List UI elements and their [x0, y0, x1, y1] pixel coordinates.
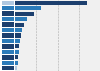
Bar	[15, 17, 27, 21]
Bar	[15, 66, 17, 70]
Bar	[15, 55, 18, 59]
Bar	[2, 12, 14, 16]
Bar	[15, 12, 34, 16]
Bar	[2, 17, 14, 21]
Bar	[2, 66, 14, 70]
Bar	[15, 33, 21, 38]
Bar	[2, 50, 14, 54]
Bar	[2, 28, 14, 32]
Bar	[15, 1, 87, 5]
Bar	[2, 39, 14, 43]
Bar	[2, 55, 14, 59]
Bar	[2, 22, 14, 27]
Bar	[2, 33, 14, 38]
Bar	[15, 50, 19, 54]
Bar	[2, 61, 14, 65]
Bar	[2, 1, 14, 5]
Bar	[15, 28, 22, 32]
Bar	[2, 44, 14, 49]
Bar	[15, 61, 18, 65]
Bar	[15, 39, 20, 43]
Bar	[2, 6, 14, 10]
Bar	[15, 6, 40, 10]
Bar	[15, 44, 19, 48]
Bar	[15, 23, 24, 27]
